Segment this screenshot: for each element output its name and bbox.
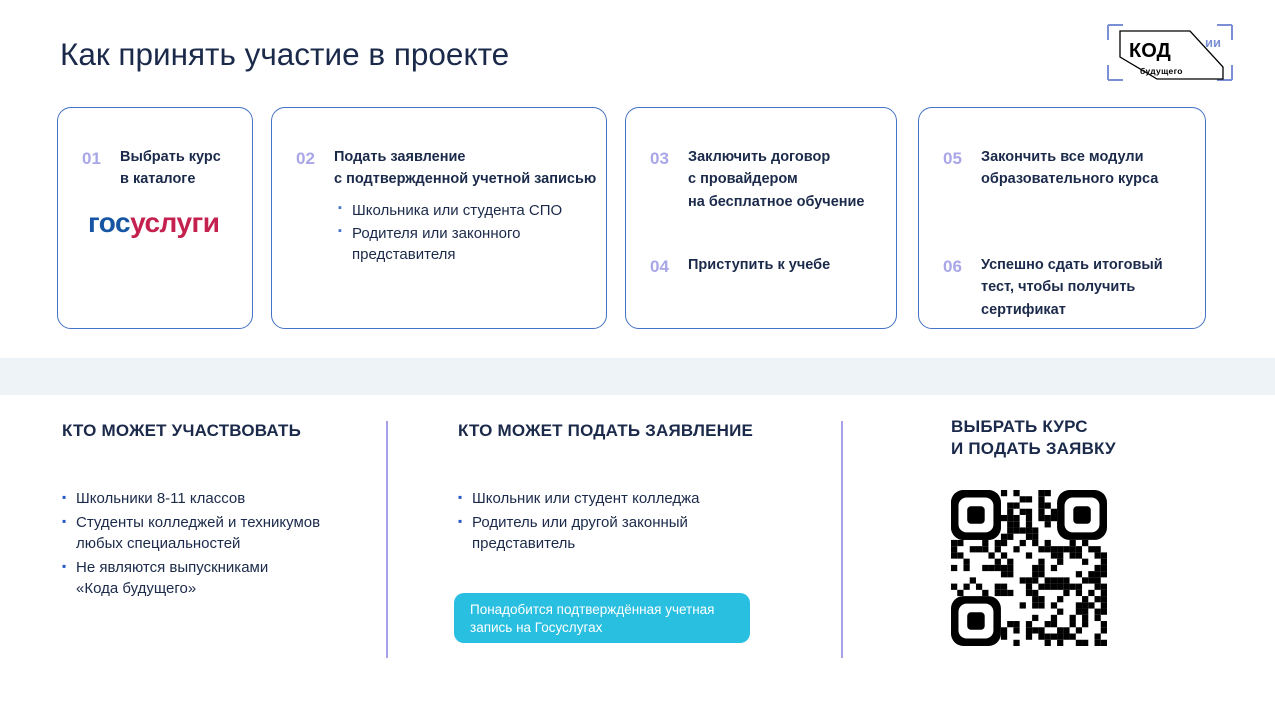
svg-text:ии: ии — [1205, 35, 1221, 50]
svg-text:будущего: будущего — [1140, 66, 1183, 76]
svg-text:КОД: КОД — [1129, 40, 1171, 62]
